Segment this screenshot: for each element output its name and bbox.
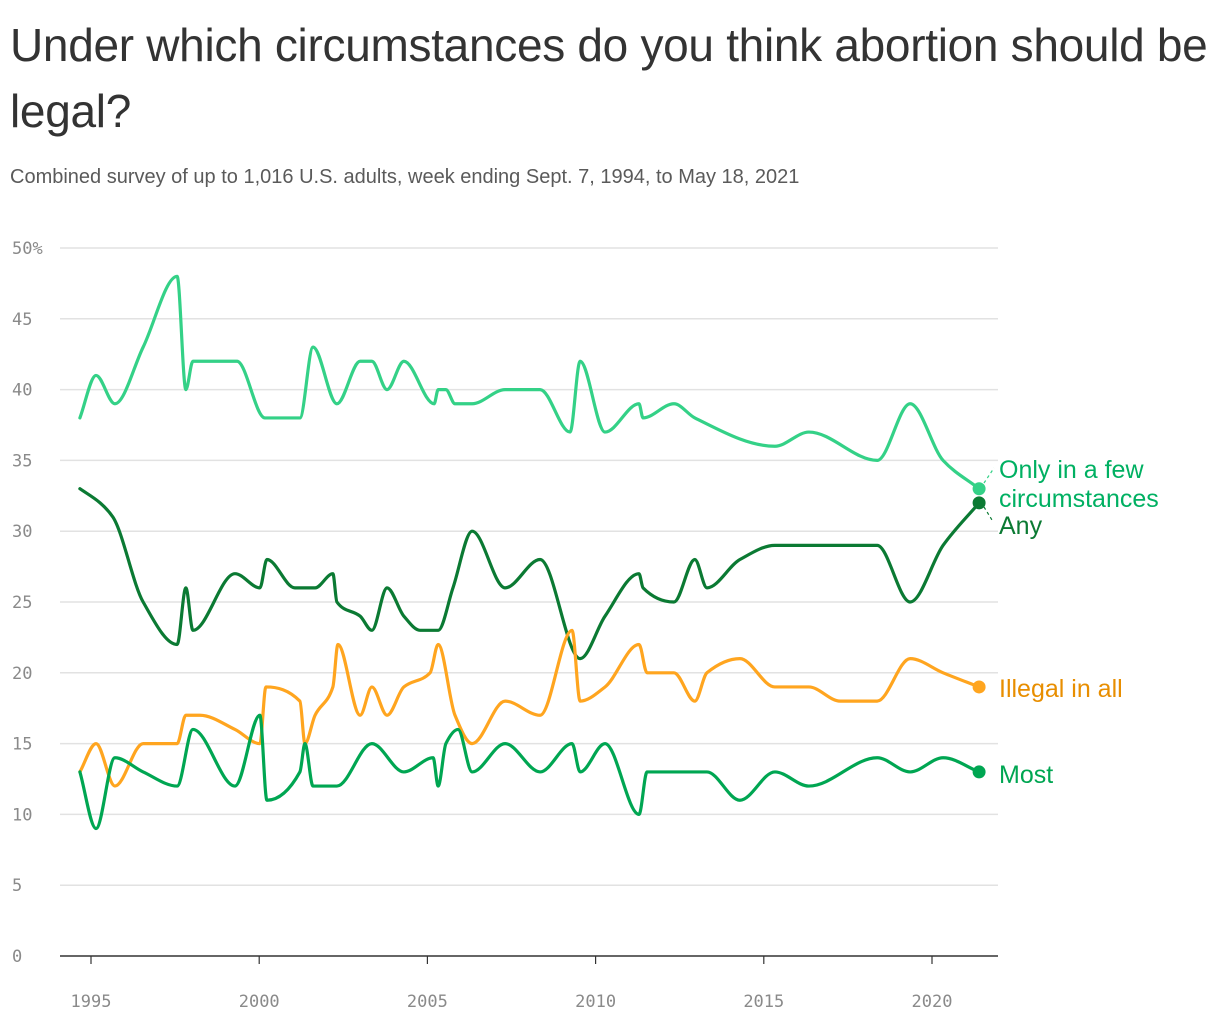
x-tick-label: 1995 bbox=[71, 992, 112, 1012]
end-point-most bbox=[972, 765, 986, 779]
x-axis-ticks: 1995 2000 2005 2010 2015 2020 bbox=[71, 956, 953, 1012]
series-label-only-in-a-few: Only in a few bbox=[999, 456, 1144, 484]
y-tick-label: 45 bbox=[12, 310, 32, 330]
y-tick-label: 25 bbox=[12, 593, 32, 613]
series-line-most bbox=[78, 713, 981, 831]
x-tick-label: 2005 bbox=[407, 992, 448, 1012]
y-tick-label: 10 bbox=[12, 805, 32, 825]
series-line-only-in-a-few bbox=[78, 274, 981, 491]
gridlines bbox=[60, 247, 998, 957]
series-line-illegal-in-all bbox=[78, 628, 981, 788]
y-axis-ticks: 0 5 10 15 20 25 30 35 40 45 50% bbox=[12, 239, 43, 967]
x-tick-label: 2010 bbox=[575, 992, 616, 1012]
y-tick-label: 40 bbox=[12, 381, 32, 401]
chart-title: Under which circumstances do you think a… bbox=[10, 19, 1208, 137]
end-point-only-in-a-few bbox=[972, 482, 986, 496]
series-label-only-in-a-few: circumstances bbox=[999, 485, 1159, 513]
series-label-illegal-in-all: Illegal in all bbox=[999, 675, 1123, 703]
y-tick-label: 15 bbox=[12, 735, 32, 755]
series-line-any bbox=[78, 487, 981, 661]
y-tick-label: 0 bbox=[12, 947, 22, 967]
y-tick-label: 50% bbox=[12, 239, 43, 259]
end-point-illegal-in-all bbox=[972, 680, 986, 694]
y-tick-label: 35 bbox=[12, 451, 32, 471]
end-point-any bbox=[972, 496, 986, 510]
x-tick-label: 2015 bbox=[743, 992, 784, 1012]
x-tick-label: 2000 bbox=[239, 992, 280, 1012]
y-tick-label: 30 bbox=[12, 522, 32, 542]
series-label-most: Most bbox=[999, 761, 1053, 789]
x-tick-label: 2020 bbox=[912, 992, 953, 1012]
y-tick-label: 20 bbox=[12, 664, 32, 684]
chart-subtitle: Combined survey of up to 1,016 U.S. adul… bbox=[10, 166, 800, 188]
y-tick-label: 5 bbox=[12, 876, 22, 896]
series-label-any: Any bbox=[999, 512, 1043, 540]
label-leader-any bbox=[983, 506, 993, 521]
series-lines bbox=[78, 274, 986, 831]
label-leader-only-in-a-few bbox=[983, 467, 995, 484]
